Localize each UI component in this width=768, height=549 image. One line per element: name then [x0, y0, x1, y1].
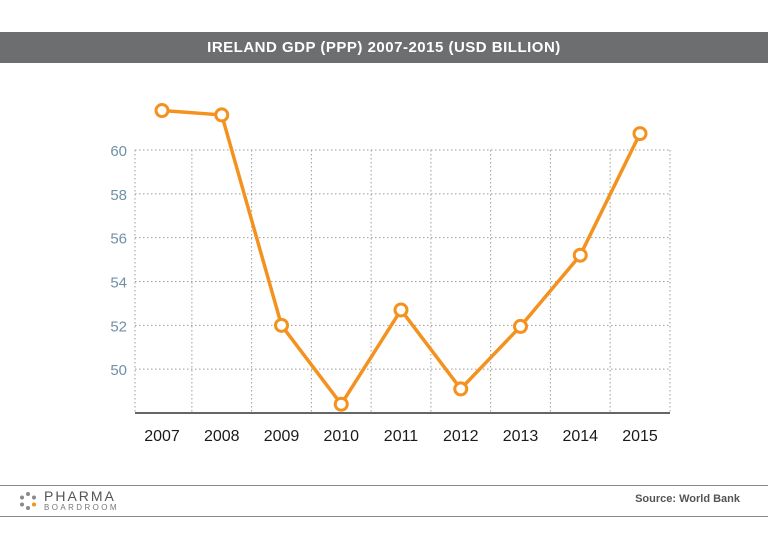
x-tick-label: 2008 [204, 428, 240, 445]
y-tick-label: 50 [110, 362, 127, 379]
pharma-boardroom-logo: PHARMA BOARDROOM [18, 489, 119, 512]
footer-divider-bottom [0, 516, 768, 517]
logo-sub-text: BOARDROOM [44, 503, 119, 512]
x-tick-label: 2007 [144, 428, 180, 445]
x-tick-label: 2015 [622, 428, 658, 445]
data-point [572, 247, 588, 263]
dots-logo-icon [20, 491, 36, 510]
source-note: Source: World Bank [635, 493, 740, 505]
y-tick-label: 52 [110, 318, 127, 335]
x-tick-label: 2013 [503, 428, 539, 445]
footer-divider-top [0, 485, 768, 486]
data-point [393, 302, 409, 318]
data-point [453, 381, 469, 397]
x-tick-label: 2014 [562, 428, 598, 445]
x-tick-label: 2011 [384, 428, 419, 445]
x-tick-label: 2010 [323, 428, 359, 445]
data-point [333, 396, 349, 412]
chart-title: IRELAND GDP (PPP) 2007-2015 (USD BILLION… [0, 32, 768, 63]
data-point [632, 126, 648, 142]
data-point [154, 103, 170, 119]
data-point [513, 318, 528, 334]
x-tick-label: 2012 [443, 428, 479, 445]
data-point [274, 317, 289, 333]
series-line [161, 108, 642, 406]
x-tick-label: 2009 [264, 428, 300, 445]
y-tick-label: 60 [110, 143, 127, 160]
y-tick-label: 56 [110, 231, 127, 248]
data-point [214, 107, 230, 123]
line-chart: 50 52 54 56 58 60 2007 2008 2009 2010 2011 2012 2013… [110, 103, 671, 445]
y-tick-label: 58 [110, 187, 127, 204]
logo-main-text: PHARMA [44, 488, 116, 504]
y-tick-label: 54 [110, 275, 127, 292]
